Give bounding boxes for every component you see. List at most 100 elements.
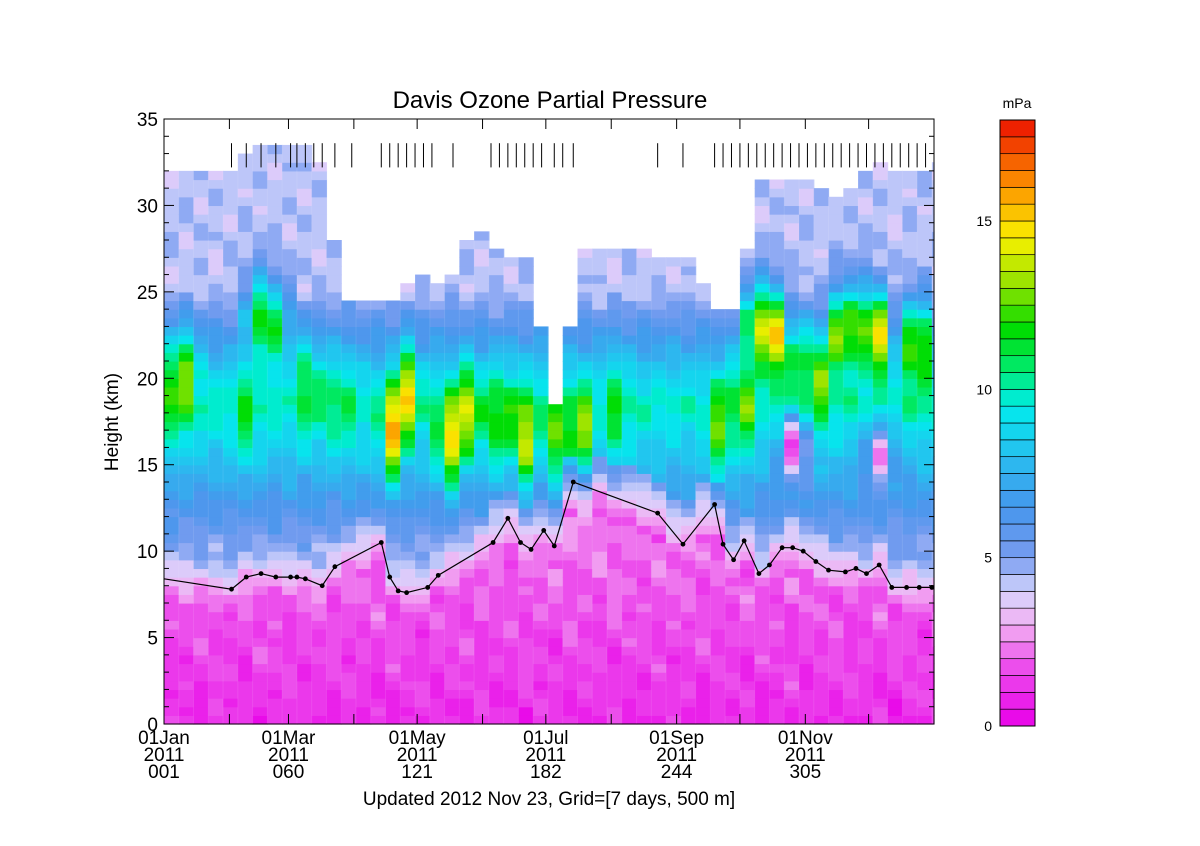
heatmap-cell [164,577,180,587]
heatmap-cell [754,335,771,345]
tropopause-point [404,590,410,596]
heatmap-cell [592,689,608,699]
heatmap-cell [326,542,342,552]
heatmap-cell [400,620,416,630]
heatmap-cell [680,603,697,613]
heatmap-cell [193,542,209,552]
heatmap-cell [252,594,268,604]
heatmap-cell [282,715,298,725]
heatmap-cell [843,654,859,665]
heatmap-cell [208,205,224,215]
heatmap-cell [680,594,697,604]
heatmap-cell [429,689,446,699]
heatmap-cell [429,378,446,388]
heatmap-cell [429,499,446,509]
heatmap-cell [282,265,298,276]
heatmap-cell [607,464,623,474]
heatmap-cell [429,620,446,630]
heatmap-cell [341,715,357,725]
heatmap-cell [798,663,815,673]
heatmap-cell [459,706,475,716]
heatmap-cell [237,672,254,682]
heatmap-cell [577,646,593,656]
heatmap-cell [813,542,830,552]
heatmap-cell [872,378,889,388]
heatmap-cell [769,594,785,604]
heatmap-cell [902,542,918,552]
heatmap-cell [828,473,844,483]
heatmap-cell [636,309,652,319]
heatmap-cell [636,551,652,561]
heatmap-cell [223,654,239,665]
heatmap-cell [725,326,741,336]
heatmap-cell [843,542,859,552]
heatmap-cell [533,456,549,466]
heatmap-cell [872,715,889,725]
heatmap-cell [769,240,785,250]
heatmap-cell [237,274,254,284]
heatmap-cell [282,404,298,414]
heatmap-cell [503,637,520,647]
heatmap-cell [252,240,268,250]
axis-ticks [163,118,935,725]
heatmap-cell [355,551,372,561]
heatmap-cell [621,317,638,328]
heatmap-cell [828,214,844,224]
heatmap-cell [444,456,460,466]
heatmap-cell [695,386,711,397]
heatmap-cell [769,421,785,431]
heatmap-cell [429,361,446,371]
heatmap-cell [178,265,195,276]
heatmap-cell [754,309,771,319]
heatmap-cell [267,430,283,440]
heatmap-cell [193,568,209,578]
heatmap-cell [872,214,889,224]
heatmap-cell [518,715,534,725]
heatmap-cell [267,594,283,604]
heatmap-cell [562,594,579,604]
heatmap-cell [577,542,593,552]
heatmap-cell [577,386,593,397]
heatmap-cell [444,291,460,302]
heatmap-cell [296,386,313,397]
heatmap-cell [784,507,800,518]
heatmap-cell [813,533,830,544]
heatmap-cell [223,361,239,371]
heatmap-cell [341,378,357,388]
heatmap-cell [355,464,372,474]
heatmap-cell [474,542,490,552]
heatmap-cell [754,663,771,673]
heatmap-cell [725,395,741,405]
heatmap-cell [193,214,209,224]
heatmap-cell [400,482,416,492]
heatmap-cell [518,300,534,310]
heatmap-cell [237,577,254,587]
heatmap-cell [400,335,416,345]
heatmap-cell [680,542,697,552]
heatmap-cell [931,473,935,483]
heatmap-cell [178,680,195,691]
heatmap-cell [237,516,254,526]
heatmap-cell [666,646,682,656]
heatmap-cell [695,378,711,388]
heatmap-cell [872,611,889,621]
heatmap-cell [267,188,283,198]
heatmap-cell [754,637,771,647]
heatmap-cell [872,386,889,397]
heatmap-cell [429,291,446,302]
heatmap-cell [607,335,623,345]
heatmap-cell [208,222,224,232]
heatmap-cell [311,447,328,457]
heatmap-cell [415,507,431,518]
heatmap-cell [931,672,935,682]
heatmap-cell [282,343,298,353]
heatmap-cell [282,499,298,509]
heatmap-cell [326,663,342,673]
heatmap-cell [237,490,254,500]
heatmap-cell [813,343,830,353]
heatmap-cell [444,663,460,673]
heatmap-cell [444,672,460,682]
heatmap-cell [533,438,549,449]
heatmap-cell [252,542,268,552]
heatmap-cell [311,222,328,232]
